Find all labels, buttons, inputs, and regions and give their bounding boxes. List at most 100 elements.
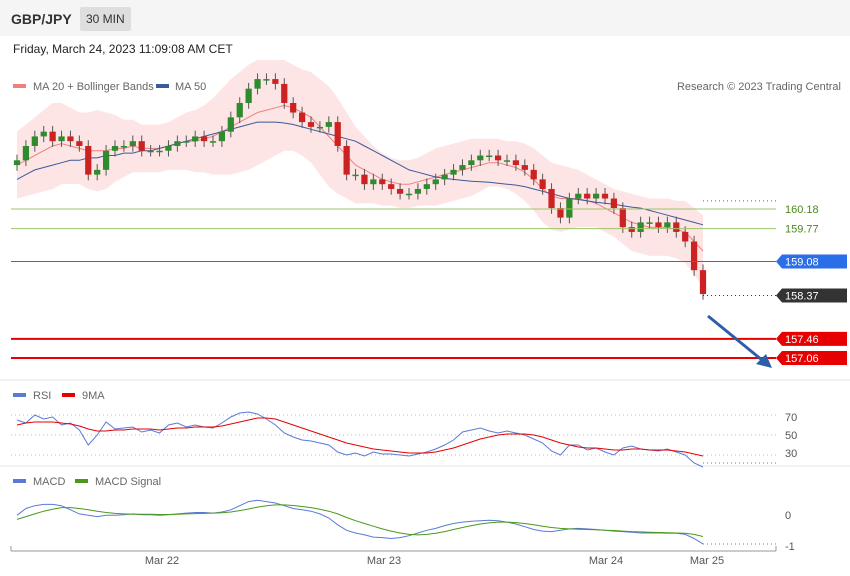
candle xyxy=(120,140,128,152)
legend-macd-signal: MACD Signal xyxy=(95,476,161,488)
candle xyxy=(584,188,591,205)
legend-swatch-ma50 xyxy=(156,84,169,88)
candle xyxy=(263,73,270,85)
candle-body xyxy=(601,193,609,199)
candle xyxy=(298,106,306,128)
candle xyxy=(432,173,439,190)
candle xyxy=(450,164,457,181)
candle xyxy=(272,73,279,90)
legend-macd: MACD xyxy=(33,476,65,488)
candle xyxy=(58,130,65,147)
candle-body xyxy=(209,141,217,143)
macd-tick-minus1: -1 xyxy=(785,541,795,553)
candle-body xyxy=(263,79,270,81)
candle-body xyxy=(432,179,439,185)
candle xyxy=(396,183,404,200)
candle xyxy=(22,140,30,167)
rsi-panel xyxy=(11,411,776,468)
candle xyxy=(31,130,38,152)
candle-body xyxy=(673,222,680,232)
x-tick-mar23: Mar 23 xyxy=(367,555,401,567)
candle-body xyxy=(664,222,671,228)
candle xyxy=(557,202,564,224)
candle-body xyxy=(699,270,707,295)
candle-body xyxy=(414,188,422,194)
rsi-tick-50: 50 xyxy=(785,430,797,442)
candle-body xyxy=(441,174,448,180)
candle-body xyxy=(298,112,306,123)
candle xyxy=(610,192,618,214)
candle xyxy=(486,149,493,162)
candle-body xyxy=(76,141,83,146)
candle-body xyxy=(67,136,74,142)
rsi-9ma-line xyxy=(16,417,704,457)
candle xyxy=(512,154,520,171)
candle-body xyxy=(307,122,315,127)
candle xyxy=(566,192,573,224)
symbol-label: GBP/JPY xyxy=(11,11,72,27)
rsi-tick-70: 70 xyxy=(785,412,797,424)
x-tick-mar25: Mar 25 xyxy=(690,555,724,567)
candle xyxy=(655,216,662,233)
candle xyxy=(49,125,56,147)
candle-body xyxy=(610,198,618,209)
candle xyxy=(290,97,297,119)
candle-body xyxy=(450,169,457,175)
candle xyxy=(111,140,119,157)
level-label: 158.37 xyxy=(785,290,819,302)
candle xyxy=(147,145,154,157)
legend-swatch-macd xyxy=(13,479,26,483)
candle-body xyxy=(13,160,21,166)
bollinger-band xyxy=(17,60,703,287)
candle xyxy=(102,145,110,176)
candle-body xyxy=(423,184,430,189)
candle xyxy=(441,168,448,186)
candle xyxy=(245,82,252,109)
candle xyxy=(379,173,386,190)
legend-ma20: MA 20 + Bollinger Bands xyxy=(33,81,154,93)
candle xyxy=(200,130,208,147)
level-159.08: 159.08 xyxy=(11,254,847,269)
rsi-legend: RSI 9MA xyxy=(13,390,105,402)
macd-panel xyxy=(16,499,776,545)
candle xyxy=(67,130,74,147)
candle-body xyxy=(503,160,511,162)
candle-body xyxy=(334,122,341,146)
forecast-arrow xyxy=(707,314,772,368)
candle-body xyxy=(290,102,297,113)
candle-body xyxy=(58,136,65,142)
level-tag xyxy=(776,331,847,346)
ma50-line xyxy=(16,121,704,226)
header-bar: GBP/JPY 30 MIN xyxy=(0,0,850,36)
candle xyxy=(352,168,359,181)
candle-body xyxy=(646,222,653,224)
legend-ma50: MA 50 xyxy=(175,81,206,93)
price-panel xyxy=(13,60,776,300)
rsi-line xyxy=(16,411,704,468)
candle xyxy=(13,154,21,171)
candle-body xyxy=(539,179,546,189)
candle-body xyxy=(575,193,582,199)
level-158.37: 158.37 xyxy=(703,288,847,303)
candle-body xyxy=(521,165,528,170)
candle xyxy=(575,188,582,205)
levels-layer: 160.18 159.77 159.08 158.37 157.46 157.06 xyxy=(11,204,847,366)
candle-body xyxy=(379,179,386,185)
candle xyxy=(628,221,635,238)
candle-body xyxy=(325,122,332,127)
candle xyxy=(682,226,689,248)
timeframe-button[interactable]: 30 MIN xyxy=(80,7,131,31)
candle xyxy=(459,159,466,176)
credit-text: Research © 2023 Trading Central xyxy=(677,81,841,93)
candle xyxy=(361,168,368,190)
legend-swatch-ma20 xyxy=(13,84,26,88)
level-157.46: 157.46 xyxy=(11,331,847,346)
level-tag xyxy=(776,254,847,269)
candle xyxy=(218,125,226,147)
candle-body xyxy=(655,222,662,228)
rsi-tick-30: 30 xyxy=(785,448,797,460)
candle-body xyxy=(405,193,413,196)
legend-swatch-rsi xyxy=(13,393,26,397)
candle-body xyxy=(628,227,635,232)
candle xyxy=(192,130,199,147)
